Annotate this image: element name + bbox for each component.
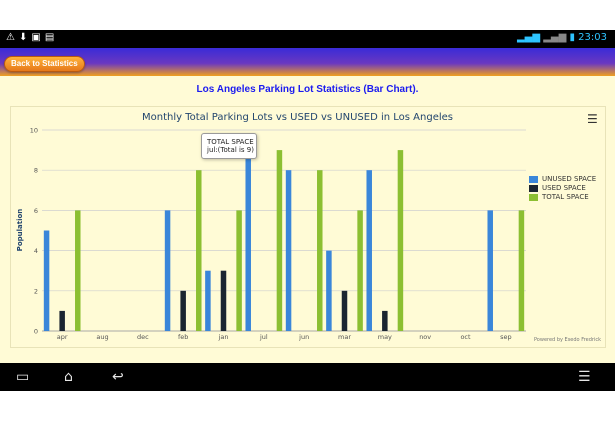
legend-label-unused: UNUSED SPACE [542,175,597,183]
legend-label-used: USED SPACE [542,184,586,192]
legend-item-unused[interactable]: UNUSED SPACE [529,175,596,184]
bar-total-space-sep [518,210,525,331]
bar-unused-space-jun [285,170,292,331]
legend-item-used[interactable]: USED SPACE [529,184,596,193]
bottom-area [0,391,615,424]
status-bar: ⚠⬇▣▤ ▂▄▆ ▂▄▆ ▮ 23:03 [0,30,615,48]
bar-unused-space-mar [326,250,332,331]
top-area [0,0,615,30]
x-tick-label-jan: jan [218,333,229,341]
bar-total-space-jun [317,170,323,331]
x-tick-label-dec: dec [137,333,149,341]
chart-menu-icon[interactable]: ☰ [587,112,598,126]
page-title: Los Angeles Parking Lot Statistics (Bar … [196,84,419,95]
x-tick-label-nov: nov [419,333,431,341]
chart-card [10,106,606,348]
x-tick-label-jun: jun [298,333,309,341]
legend-label-total: TOTAL SPACE [542,193,589,201]
bar-used-space-mar [341,290,348,331]
y-tick-label: 2 [34,287,38,295]
bar-used-space-feb [180,290,186,331]
chart-tooltip: TOTAL SPACE jul:(Total is 9) [201,133,257,159]
bar-total-space-feb [196,170,202,331]
download-icon: ⬇ [18,32,32,43]
legend-swatch-unused [529,176,538,183]
bar-total-space-jul [276,150,283,331]
bar-unused-space-sep [487,210,493,331]
x-tick-label-aug: aug [96,333,108,341]
home-icon[interactable]: ⌂ [64,369,73,385]
tooltip-text: jul:(Total is 9) [207,146,254,154]
recent-apps-icon[interactable]: ▭ [16,369,30,385]
notification-icons: ⚠⬇▣▤ [6,32,58,43]
chat-icon: ▤ [44,32,59,43]
bar-used-space-may [382,310,388,331]
x-tick-label-mar: mar [338,333,351,341]
bar-used-space-apr [59,310,65,331]
bar-unused-space-may [366,170,372,331]
bar-unused-space-jul [245,150,251,331]
bar-total-space-apr [75,210,81,331]
chart-credit[interactable]: Powered by Esedo Fredrick [533,337,601,343]
app-header [0,48,615,76]
wifi-icon: ▂▄▆ [516,32,541,43]
y-tick-label: 4 [34,247,38,255]
signal-icon: ▂▄▆ [543,32,567,43]
bar-unused-space-feb [164,210,171,331]
back-icon[interactable]: ↩ [112,369,124,385]
bar-total-space-mar [357,210,363,331]
bar-total-space-may [397,150,404,331]
chart-legend: UNUSED SPACE USED SPACE TOTAL SPACE [529,175,596,202]
x-tick-label-oct: oct [460,333,471,341]
clock: 23:03 [578,32,607,43]
y-tick-label: 6 [34,207,38,215]
y-tick-label: 0 [34,328,38,336]
warning-icon: ⚠ [6,32,19,43]
tooltip-series: TOTAL SPACE [207,138,254,146]
x-tick-label-sep: sep [500,333,512,341]
x-tick-label-feb: feb [178,333,188,341]
x-tick-label-may: may [378,333,392,341]
status-right: ▂▄▆ ▂▄▆ ▮ 23:03 [517,32,607,43]
y-tick-label: 10 [30,127,38,135]
chart-title: Monthly Total Parking Lots vs USED vs UN… [142,112,453,123]
bar-unused-space-jan [205,270,211,331]
x-tick-label-jul: jul [259,333,268,341]
legend-swatch-total [529,194,538,201]
navigation-bar [0,363,615,391]
legend-swatch-used [529,185,538,192]
bar-unused-space-apr [43,230,50,331]
y-tick-label: 8 [34,167,38,175]
legend-item-total[interactable]: TOTAL SPACE [529,193,596,202]
bar-total-space-jan [236,210,242,331]
back-to-statistics-button[interactable]: Back to Statistics [4,56,85,72]
menu-icon[interactable]: ☰ [578,369,591,385]
x-tick-label-apr: apr [57,333,68,341]
y-axis-label: Population [16,209,24,252]
bar-used-space-jan [220,270,227,331]
battery-icon: ▮ [569,32,575,43]
image-icon: ▣ [31,32,45,43]
